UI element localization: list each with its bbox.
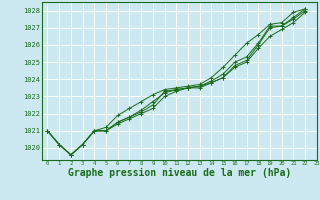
X-axis label: Graphe pression niveau de la mer (hPa): Graphe pression niveau de la mer (hPa): [68, 168, 291, 178]
